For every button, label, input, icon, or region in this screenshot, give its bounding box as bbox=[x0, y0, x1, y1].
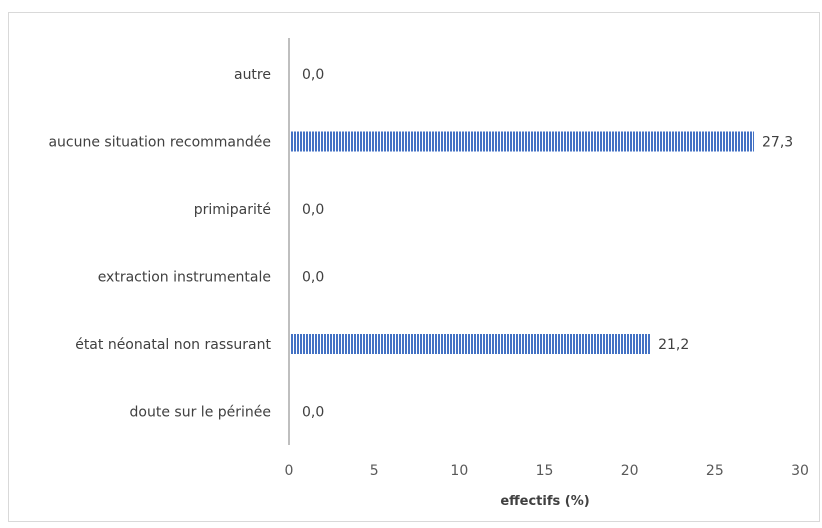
category-labels: autre aucune situation recommandée primipa… bbox=[48, 67, 271, 421]
data-label: 0,0 bbox=[302, 405, 324, 421]
data-label: 0,0 bbox=[302, 270, 324, 286]
data-label: 0,0 bbox=[302, 202, 324, 218]
data-label: 27,3 bbox=[762, 135, 793, 151]
category-label: état néonatal non rassurant bbox=[75, 337, 271, 353]
data-label: 0,0 bbox=[302, 67, 324, 83]
x-tick-label: 30 bbox=[791, 463, 809, 479]
data-label: 21,2 bbox=[658, 337, 689, 353]
x-tick-label: 10 bbox=[450, 463, 468, 479]
x-tick-label: 5 bbox=[370, 463, 379, 479]
x-tick-label: 15 bbox=[536, 463, 554, 479]
data-labels: 0,0 27,3 0,0 0,0 21,2 0,0 bbox=[302, 67, 793, 421]
chart-frame bbox=[8, 12, 820, 522]
x-axis-title: effectifs (%) bbox=[500, 494, 589, 509]
x-tick-labels: 0 5 10 15 20 25 30 bbox=[285, 463, 809, 479]
x-tick-label: 25 bbox=[706, 463, 724, 479]
x-tick-label: 20 bbox=[621, 463, 639, 479]
category-label: autre bbox=[234, 67, 271, 83]
category-label: extraction instrumentale bbox=[98, 270, 271, 286]
category-label: doute sur le périnée bbox=[130, 405, 271, 421]
category-label: aucune situation recommandée bbox=[48, 135, 271, 151]
bar bbox=[290, 131, 755, 152]
x-tick-label: 0 bbox=[285, 463, 294, 479]
category-label: primiparité bbox=[194, 202, 271, 218]
bars-group bbox=[290, 131, 755, 354]
bar bbox=[290, 334, 651, 354]
